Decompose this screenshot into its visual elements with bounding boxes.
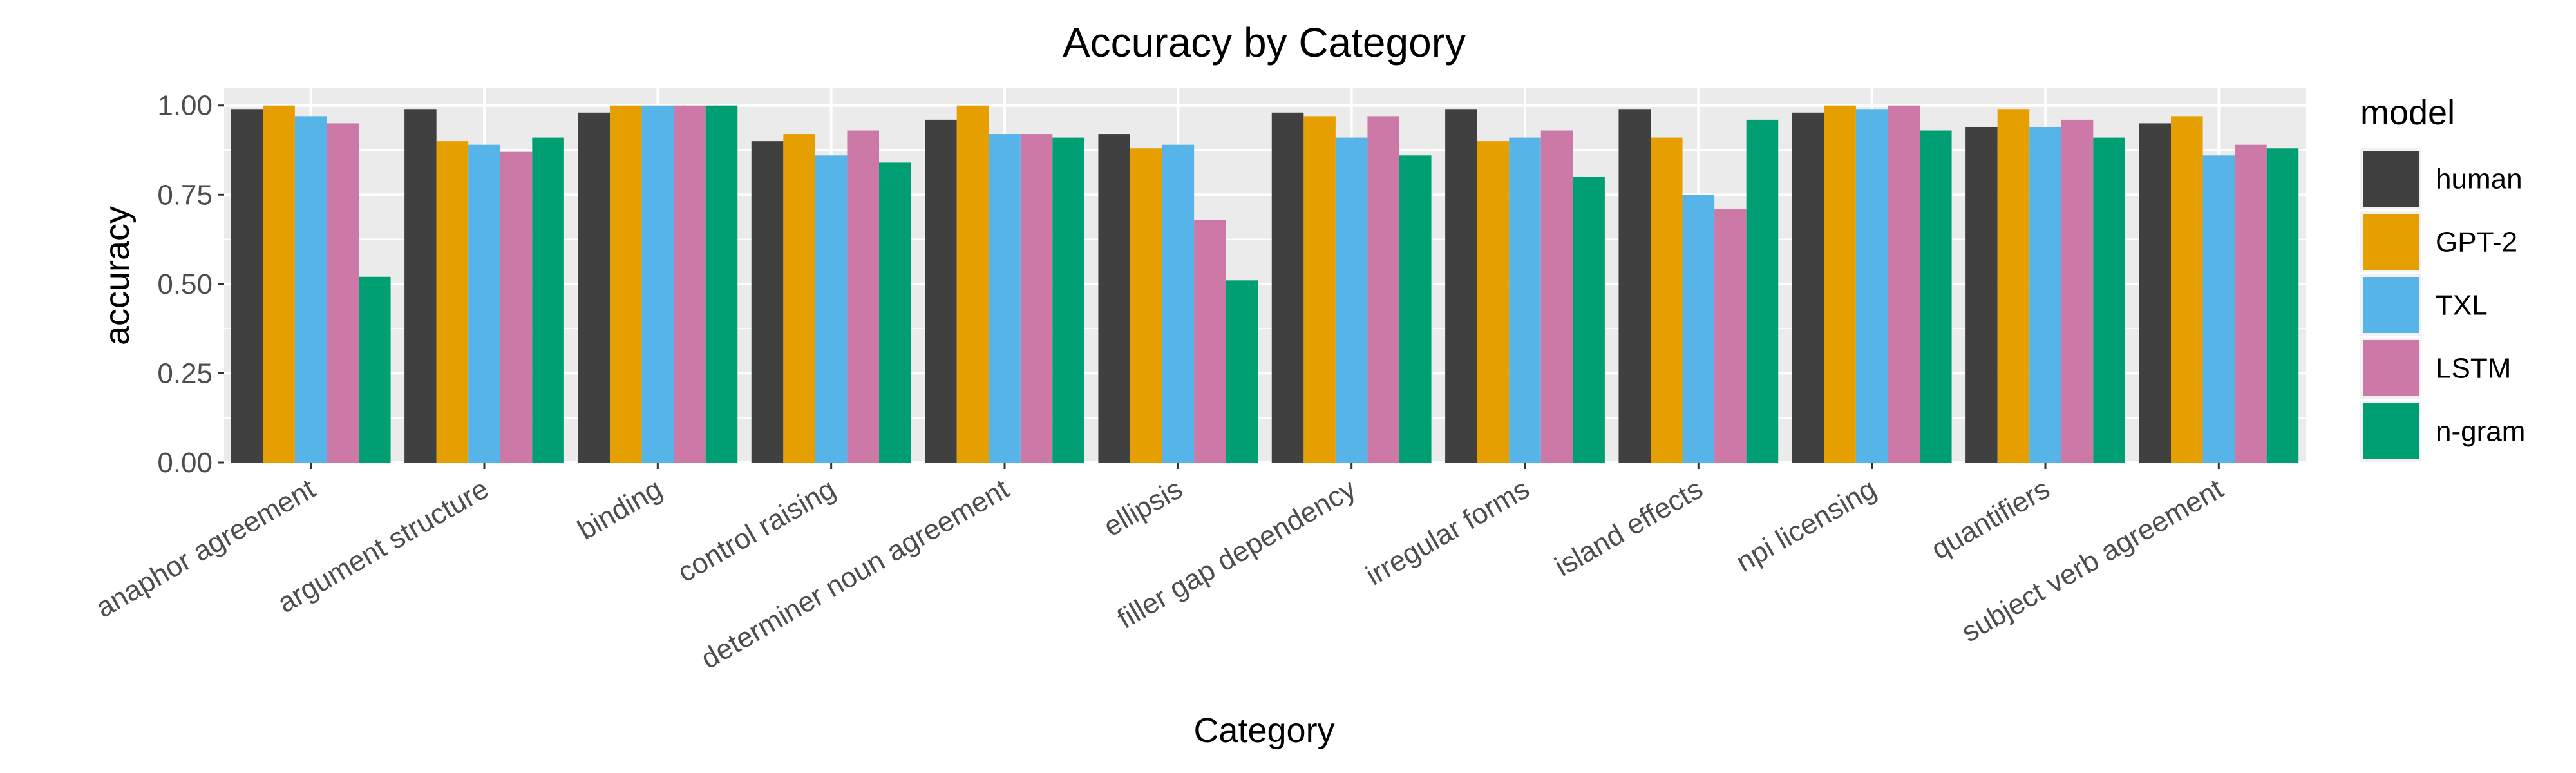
bar-txl: [294, 116, 327, 463]
bar-n-gram: [2093, 137, 2125, 463]
bar-n-gram: [705, 105, 738, 463]
bar-lstm: [674, 105, 706, 463]
y-tick-label: 0.00: [157, 447, 213, 479]
bar-gpt-2: [436, 141, 469, 463]
x-tick-label: island effects: [1549, 473, 1708, 582]
bar-txl: [2029, 126, 2061, 463]
bar-txl: [1162, 144, 1195, 463]
x-axis-title: Category: [1193, 711, 1334, 750]
y-tick-label: 0.50: [157, 269, 213, 300]
bar-n-gram: [1920, 130, 1952, 463]
bar-human: [1271, 112, 1304, 463]
x-tick-label: ellipsis: [1098, 473, 1188, 542]
bar-gpt-2: [1824, 105, 1856, 463]
x-tick-label: determiner noun agreement: [696, 473, 1014, 675]
bar-gpt-2: [1477, 141, 1510, 463]
bar-lstm: [1194, 220, 1226, 463]
bar-txl: [1509, 137, 1541, 463]
bar-txl: [1682, 195, 1715, 463]
x-tick-label: binding: [573, 473, 667, 546]
legend: human GPT-2 TXL LSTM n-gram: [2360, 148, 2525, 462]
bar-lstm: [500, 151, 533, 463]
legend-key-n-gram: [2363, 403, 2419, 459]
bar-n-gram: [2266, 148, 2299, 463]
x-tick-label: control raising: [672, 473, 841, 588]
y-axis-title: accuracy: [98, 206, 137, 345]
bar-gpt-2: [1650, 137, 1683, 463]
bar-human: [2139, 123, 2171, 463]
bar-gpt-2: [1303, 116, 1336, 463]
bar-human: [925, 119, 957, 463]
bar-lstm: [2061, 119, 2094, 463]
bar-txl: [815, 155, 848, 463]
bar-gpt-2: [263, 105, 295, 463]
bar-human: [1618, 109, 1651, 463]
bars-layer: [231, 105, 2299, 463]
bar-n-gram: [1573, 177, 1605, 463]
bar-human: [404, 109, 437, 463]
legend-title: model: [2360, 93, 2455, 132]
legend-key-human: [2363, 151, 2419, 207]
bar-gpt-2: [609, 105, 642, 463]
bar-lstm: [1367, 116, 1400, 463]
bar-human: [1445, 109, 1477, 463]
bar-gpt-2: [2170, 116, 2203, 463]
legend-key-gpt-2: [2363, 214, 2419, 270]
legend-label: n-gram: [2436, 416, 2525, 448]
bar-gpt-2: [1997, 109, 2030, 463]
x-tick-label: npi licensing: [1730, 473, 1881, 578]
bar-lstm: [1020, 134, 1053, 463]
bar-lstm: [2235, 144, 2267, 463]
bar-human: [231, 109, 263, 463]
legend-key-lstm: [2363, 340, 2419, 396]
bar-txl: [2202, 155, 2235, 463]
bar-gpt-2: [956, 105, 989, 463]
bar-lstm: [1714, 209, 1747, 463]
bar-n-gram: [879, 162, 911, 463]
bar-n-gram: [359, 276, 391, 463]
y-tick-label: 0.75: [157, 179, 213, 211]
legend-label: LSTM: [2436, 353, 2511, 385]
legend-label: TXL: [2436, 290, 2488, 321]
bar-human: [1965, 126, 1998, 463]
y-tick-label: 0.25: [157, 358, 213, 389]
bar-lstm: [327, 123, 359, 463]
bar-n-gram: [1399, 155, 1432, 463]
bar-txl: [468, 144, 500, 463]
y-tick-label: 1.00: [157, 90, 213, 122]
bar-txl: [989, 134, 1021, 463]
bar-gpt-2: [1130, 148, 1162, 463]
bar-lstm: [1888, 105, 1920, 463]
x-tick-label: irregular forms: [1361, 473, 1535, 591]
legend-key-txl: [2363, 277, 2419, 333]
bar-lstm: [1540, 130, 1573, 463]
bar-txl: [641, 105, 674, 463]
bar-n-gram: [1226, 280, 1258, 463]
bar-human: [578, 112, 610, 463]
bar-n-gram: [532, 137, 564, 463]
bar-txl: [1335, 137, 1368, 463]
x-tick-label: quantifiers: [1926, 473, 2055, 566]
bar-human: [1098, 134, 1130, 463]
bar-human: [751, 141, 784, 463]
bar-human: [1792, 112, 1824, 463]
chart-title: Accuracy by Category: [1063, 19, 1466, 66]
bar-txl: [1855, 109, 1888, 463]
bar-gpt-2: [783, 134, 815, 463]
legend-label: human: [2436, 164, 2523, 195]
bar-n-gram: [1052, 137, 1084, 463]
bar-n-gram: [1746, 119, 1779, 463]
bar-lstm: [847, 130, 880, 463]
legend-label: GPT-2: [2436, 227, 2517, 258]
